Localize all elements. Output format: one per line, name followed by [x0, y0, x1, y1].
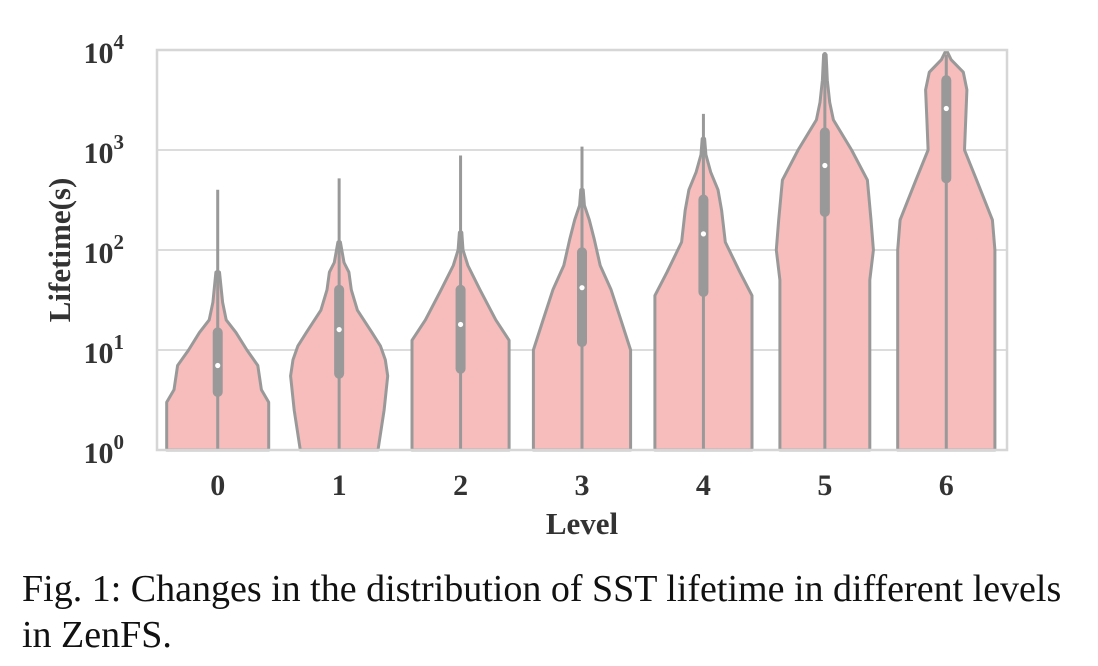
plot-frame — [155, 48, 1009, 452]
violin-median-2 — [457, 321, 464, 328]
violin-median-6 — [943, 105, 949, 112]
violin-median-5 — [822, 162, 828, 169]
x-tick-label-1: 1 — [332, 469, 347, 502]
x-tick-label-5: 5 — [817, 469, 832, 502]
figure-caption: Fig. 1: Changes in the distribution of S… — [22, 568, 1062, 656]
violin-level-1 — [289, 178, 390, 452]
y-tick-label-2: 102 — [84, 230, 125, 270]
violin-level-3 — [531, 146, 633, 452]
violins — [165, 49, 997, 452]
x-axis-label: Level — [546, 506, 619, 541]
violin-median-0 — [215, 362, 221, 369]
y-tick-base: 10 — [84, 437, 114, 470]
x-tick-label-2: 2 — [453, 469, 468, 502]
y-tick-label-3: 103 — [84, 130, 125, 170]
violin-level-0 — [165, 189, 271, 452]
y-tick-exponent: 3 — [114, 130, 125, 154]
y-tick-label-0: 100 — [84, 430, 125, 470]
y-tick-base: 10 — [84, 237, 114, 270]
y-tick-exponent: 0 — [114, 430, 125, 454]
y-tick-base: 10 — [84, 137, 114, 170]
y-tick-label-4: 104 — [84, 30, 125, 70]
violin-level-6 — [896, 49, 997, 452]
violin-level-5 — [774, 52, 875, 452]
x-tick-labels: 0 1 2 3 4 5 6 — [210, 469, 954, 502]
x-tick-label-4: 4 — [696, 469, 711, 502]
y-tick-exponent: 2 — [114, 230, 125, 254]
y-tick-exponent: 4 — [114, 30, 125, 54]
y-axis-label: Lifetime(s) — [42, 178, 77, 323]
violin-median-4 — [700, 231, 707, 237]
violin-level-4 — [653, 113, 754, 452]
y-tick-label-1: 101 — [84, 330, 125, 370]
x-tick-label-6: 6 — [939, 469, 954, 502]
violin-level-2 — [410, 155, 511, 452]
violin-median-1 — [336, 326, 342, 333]
x-tick-label-3: 3 — [575, 469, 590, 502]
y-tick-base: 10 — [84, 37, 114, 70]
y-tick-exponent: 1 — [114, 330, 125, 354]
y-tick-base: 10 — [84, 337, 114, 370]
violin-median-3 — [579, 285, 585, 291]
x-tick-label-0: 0 — [210, 469, 225, 502]
